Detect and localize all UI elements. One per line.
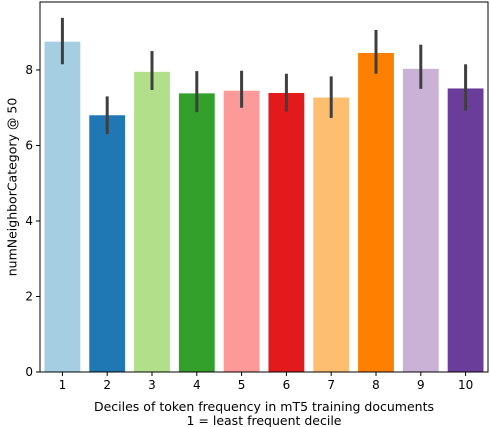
y-tick-label-2: 2 [25,289,33,303]
x-tick-label-6: 6 [283,378,291,392]
bar-1 [44,41,81,373]
x-tick-label-5: 5 [238,378,246,392]
y-tick-label-8: 8 [25,63,33,77]
y-tick-label-6: 6 [25,138,33,152]
x-axis-label-line2: 1 = least frequent decile [186,413,341,427]
x-tick-label-9: 9 [417,378,425,392]
y-tick-label-4: 4 [25,214,33,228]
bar-7 [313,97,350,372]
x-tick-label-7: 7 [327,378,335,392]
bar-10 [447,88,484,373]
bar-8 [358,52,394,372]
bar-4 [178,93,215,373]
x-axis-label: Deciles of token frequency in mT5 traini… [94,399,434,414]
bar-5 [223,90,260,372]
bar-3 [134,71,170,373]
x-tick-label-10: 10 [458,378,473,392]
bar-2 [89,115,126,372]
bar-6 [268,92,305,372]
error-bars-group [60,17,468,135]
x-tick-label-8: 8 [372,378,380,392]
x-axis-ticks: 1 2 3 4 5 6 7 8 9 10 [59,372,473,392]
plot-frame [39,1,489,373]
bar-9 [402,68,439,372]
bars-group [44,41,484,373]
y-axis-label: numNeighborCategory @ 50 [5,98,20,277]
y-axis-ticks: 0 2 4 6 8 [25,63,40,379]
x-tick-label-1: 1 [59,378,67,392]
x-tick-label-3: 3 [148,378,156,392]
y-tick-label-0: 0 [25,365,33,379]
x-tick-label-4: 4 [193,378,201,392]
x-tick-label-2: 2 [103,378,111,392]
